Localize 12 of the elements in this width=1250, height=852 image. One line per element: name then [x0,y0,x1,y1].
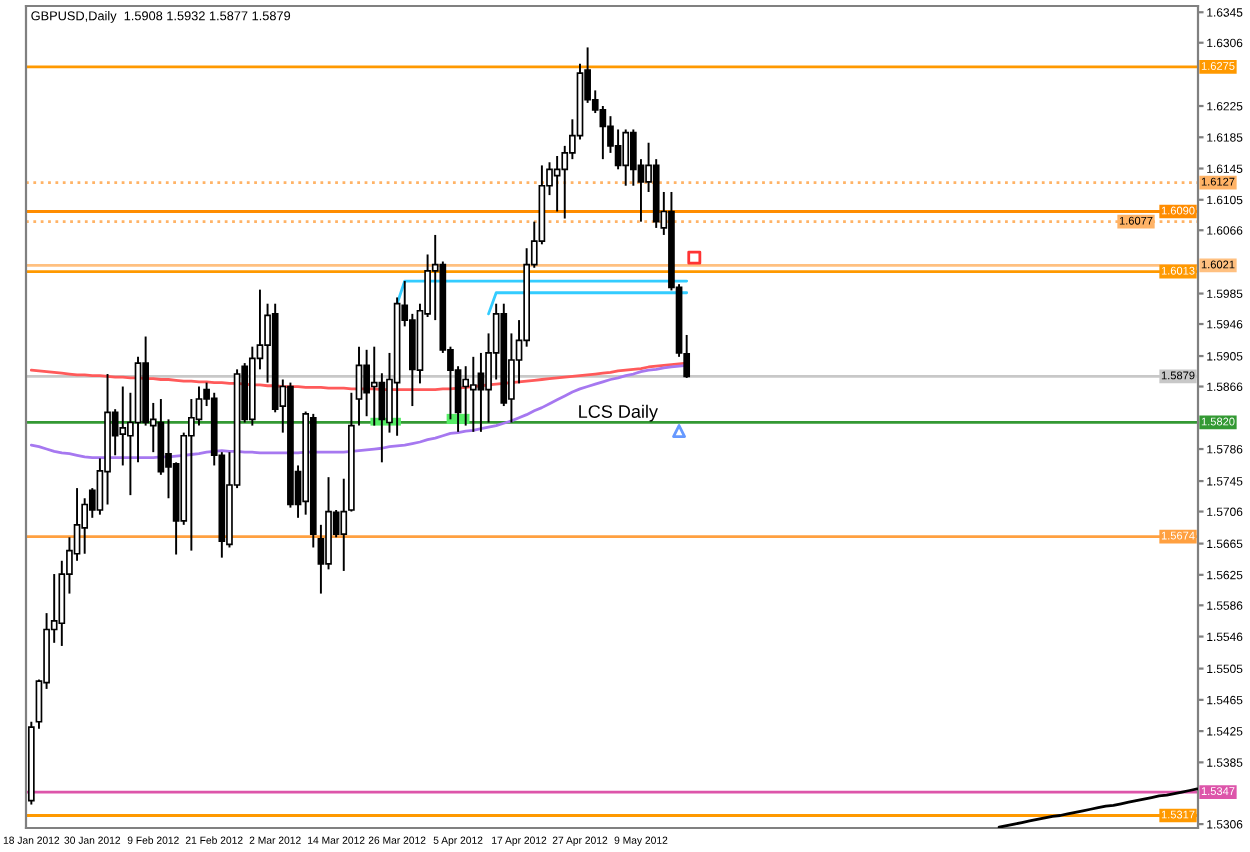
candlestick [469,355,477,433]
annotation: LCS Daily [579,404,658,422]
candlestick [622,128,630,187]
candlestick [599,105,607,161]
candlestick [363,348,370,418]
candlestick [462,365,470,427]
candlestick [378,372,386,464]
candlestick [553,155,561,213]
candlestick [119,385,127,467]
candlestick [477,351,485,433]
candlestick [370,345,378,427]
candlestick [614,128,622,171]
